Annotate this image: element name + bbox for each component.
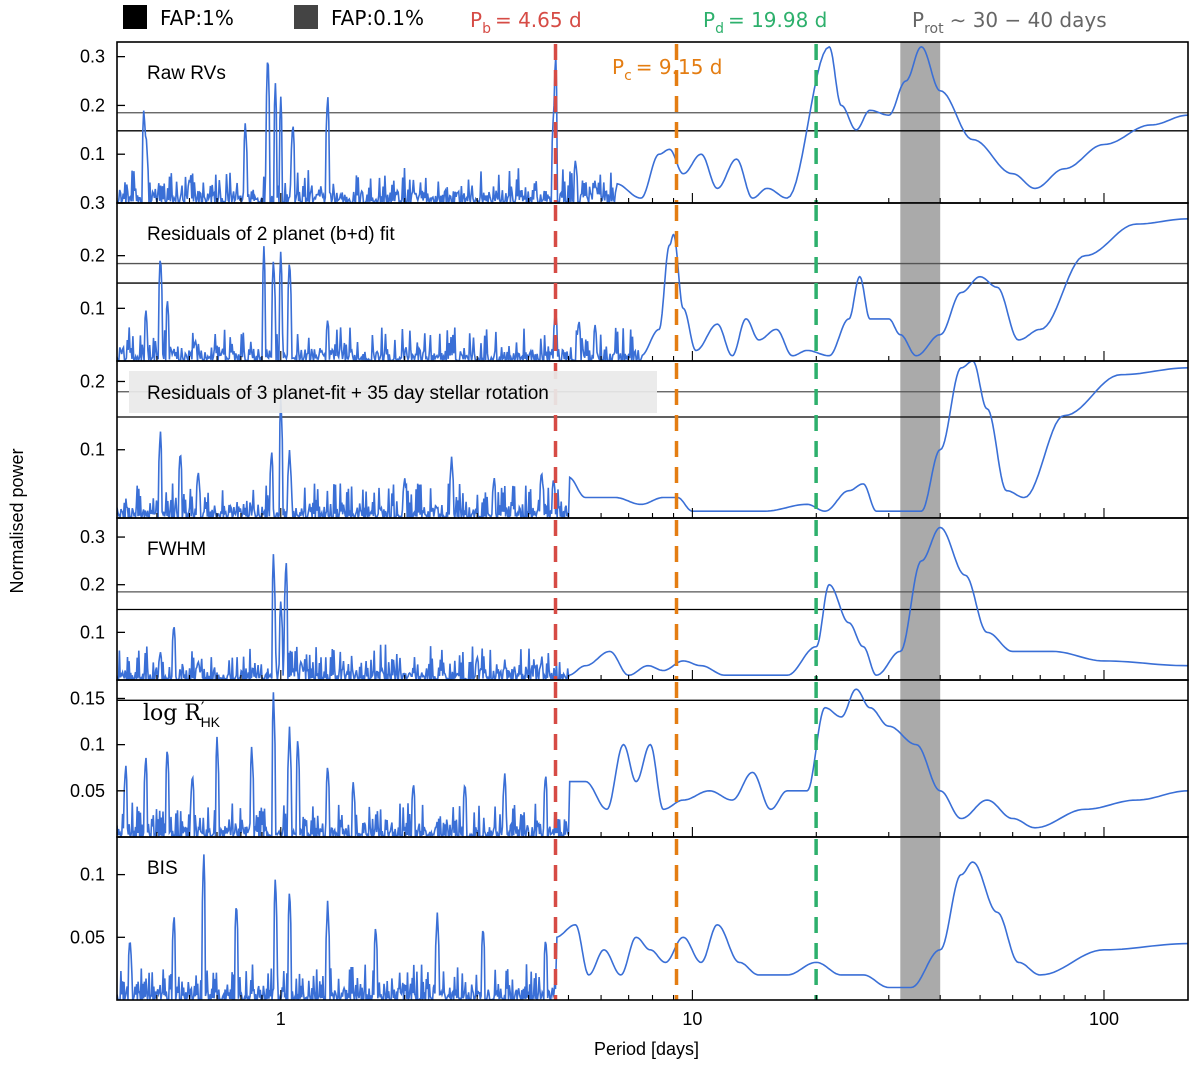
y-tick-label: 0.05: [70, 927, 105, 947]
panel-2: 0.1 0.2 0.3 Residuals of 2 planet (b+d) fit: [80, 193, 1189, 362]
rotation-band: [900, 837, 941, 1000]
y-tick-label: 0.1: [80, 144, 105, 164]
periodogram-curve: [117, 688, 1188, 837]
x-tick-label: 10: [682, 1009, 702, 1029]
legend-swatch: [123, 5, 147, 29]
periodogram-curve: [117, 854, 1188, 1000]
panel-frame: [116, 517, 1189, 681]
y-tick-label: 0.2: [80, 371, 105, 391]
period-marker-value: = 19.98 d: [728, 8, 827, 32]
y-tick-label: 0.3: [80, 193, 105, 213]
panel-1: 0.1 0.2 0.3 Raw RVs: [80, 41, 1189, 204]
y-tick-label: 0.1: [80, 298, 105, 318]
x-tick-label: 1: [276, 1009, 286, 1029]
periodogram-curve: [117, 361, 1188, 518]
y-tick-label: 0.15: [70, 688, 105, 708]
legend: FAP:1% FAP:0.1%: [123, 5, 424, 30]
period-marker-label: Pc = 9.15 d: [612, 55, 722, 84]
period-marker-sub: d: [715, 21, 724, 37]
periodogram-curve: [117, 218, 1188, 361]
panel-5: 0.05 0.1 0.15 log R′ HK: [70, 679, 1189, 838]
x-tick-label: 100: [1089, 1009, 1119, 1029]
panel-label: BIS: [147, 858, 178, 879]
period-marker-label: Pd = 19.98 d: [703, 8, 827, 37]
periodogram-curve: [117, 526, 1188, 680]
y-tick-label: 0.2: [80, 95, 105, 115]
panel-label-sub: HK: [201, 714, 221, 730]
period-marker-value: = 4.65 d: [495, 8, 582, 32]
period-marker-value: = 9.15 d: [636, 55, 723, 79]
rotation-band: [900, 42, 941, 203]
period-marker-sub: b: [482, 21, 491, 37]
legend-swatch: [294, 5, 318, 29]
panel-label: Residuals of 3 planet-fit + 35 day stell…: [147, 383, 549, 404]
panel-frame: [116, 679, 1189, 838]
rotation-band: [900, 361, 941, 518]
y-tick-label: 0.1: [80, 440, 105, 460]
y-tick-label: 0.1: [80, 735, 105, 755]
panel-label: Residuals of 2 planet (b+d) fit: [147, 224, 395, 245]
rotation-band: [900, 518, 941, 680]
y-tick-label: 0.2: [80, 575, 105, 595]
y-tick-label: 0.2: [80, 246, 105, 266]
panel-label-box: [129, 371, 657, 413]
rotation-band: [900, 203, 941, 361]
rotation-band: [900, 680, 941, 837]
legend-label: FAP:0.1%: [331, 6, 424, 30]
rotation-band-label: Prot ∼ 30 − 40 days: [912, 8, 1107, 37]
y-tick-label: 0.3: [80, 527, 105, 547]
legend-label: FAP:1%: [160, 6, 234, 30]
period-marker-label: Pb = 4.65 d: [470, 8, 582, 37]
x-axis-label: Period [days]: [594, 1039, 699, 1059]
y-tick-label: 0.1: [80, 622, 105, 642]
y-tick-label: 0.3: [80, 47, 105, 67]
period-marker-sub: c: [624, 68, 632, 84]
y-axis-label: Normalised power: [7, 448, 27, 593]
rotation-band-range: ∼ 30 − 40 days: [950, 8, 1107, 32]
periodogram-curve: [117, 45, 1188, 203]
y-tick-label: 0.05: [70, 781, 105, 801]
panel-6: 0.05 0.1 BIS: [70, 836, 1189, 1001]
rotation-band-sub: rot: [924, 21, 944, 37]
panel-4: 0.1 0.2 0.3 FWHM: [80, 517, 1189, 681]
panel-label: FWHM: [147, 539, 206, 560]
panel-label-sup: ′: [201, 698, 205, 717]
y-tick-label: 0.1: [80, 865, 105, 885]
panel-3: 0.1 0.2 Residuals of 3 planet-fit + 35 day…: [80, 360, 1189, 519]
panel-label: Raw RVs: [147, 63, 226, 84]
panel-label: log R′ HK: [143, 698, 221, 730]
